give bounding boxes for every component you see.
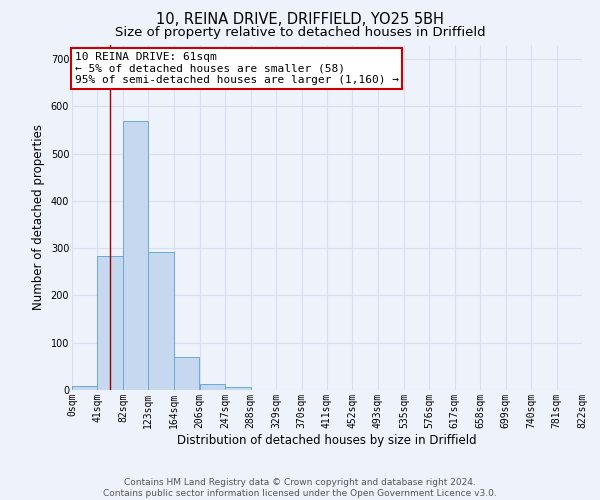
X-axis label: Distribution of detached houses by size in Driffield: Distribution of detached houses by size … [177, 434, 477, 446]
Bar [97, 256, 123, 390]
Y-axis label: Number of detached properties: Number of detached properties [32, 124, 45, 310]
Text: 10, REINA DRIVE, DRIFFIELD, YO25 5BH: 10, REINA DRIVE, DRIFFIELD, YO25 5BH [156, 12, 444, 28]
Text: Contains HM Land Registry data © Crown copyright and database right 2024.
Contai: Contains HM Land Registry data © Crown c… [103, 478, 497, 498]
Text: 10 REINA DRIVE: 61sqm
← 5% of detached houses are smaller (58)
95% of semi-detac: 10 REINA DRIVE: 61sqm ← 5% of detached h… [74, 52, 398, 85]
Bar [123, 120, 148, 390]
Text: Size of property relative to detached houses in Driffield: Size of property relative to detached ho… [115, 26, 485, 39]
Bar [225, 386, 251, 390]
Bar [174, 357, 199, 390]
Bar [200, 384, 225, 390]
Bar [148, 252, 174, 390]
Bar [72, 386, 97, 390]
